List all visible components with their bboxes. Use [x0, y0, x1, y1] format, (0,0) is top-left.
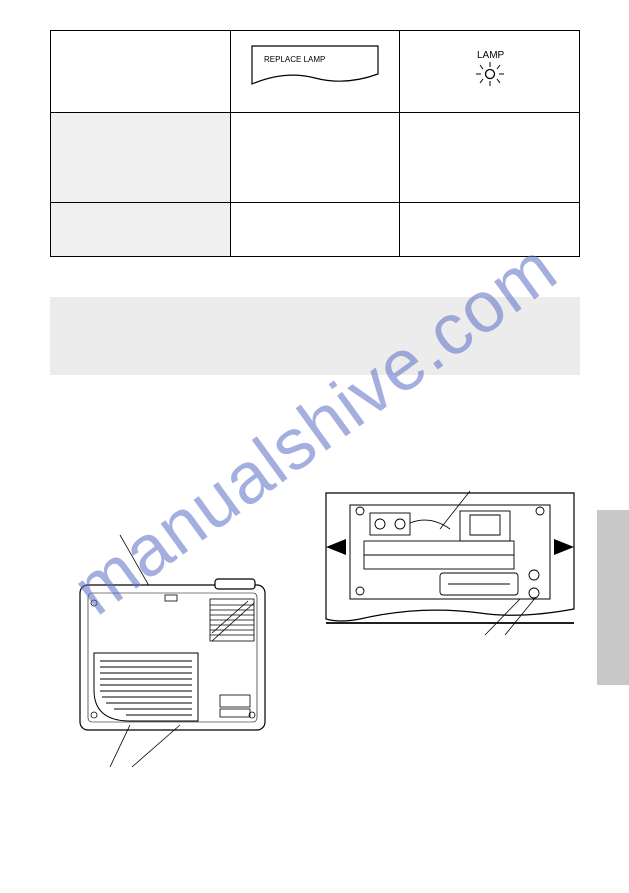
figure-bottom-view — [60, 525, 310, 785]
lower-section — [50, 485, 580, 785]
lamp-indicator: LAMP — [406, 35, 573, 108]
page-content: REPLACE LAMP LAMP — [50, 30, 580, 785]
lamp-label: LAMP — [477, 50, 505, 61]
caution-box — [50, 297, 580, 375]
replace-lamp-osd: REPLACE LAMP — [237, 35, 393, 108]
replace-lamp-text: REPLACE LAMP — [264, 55, 325, 64]
lamp-status-table: REPLACE LAMP LAMP — [50, 30, 580, 257]
figure-lamp-compartment — [320, 485, 580, 675]
side-tab — [597, 510, 629, 685]
